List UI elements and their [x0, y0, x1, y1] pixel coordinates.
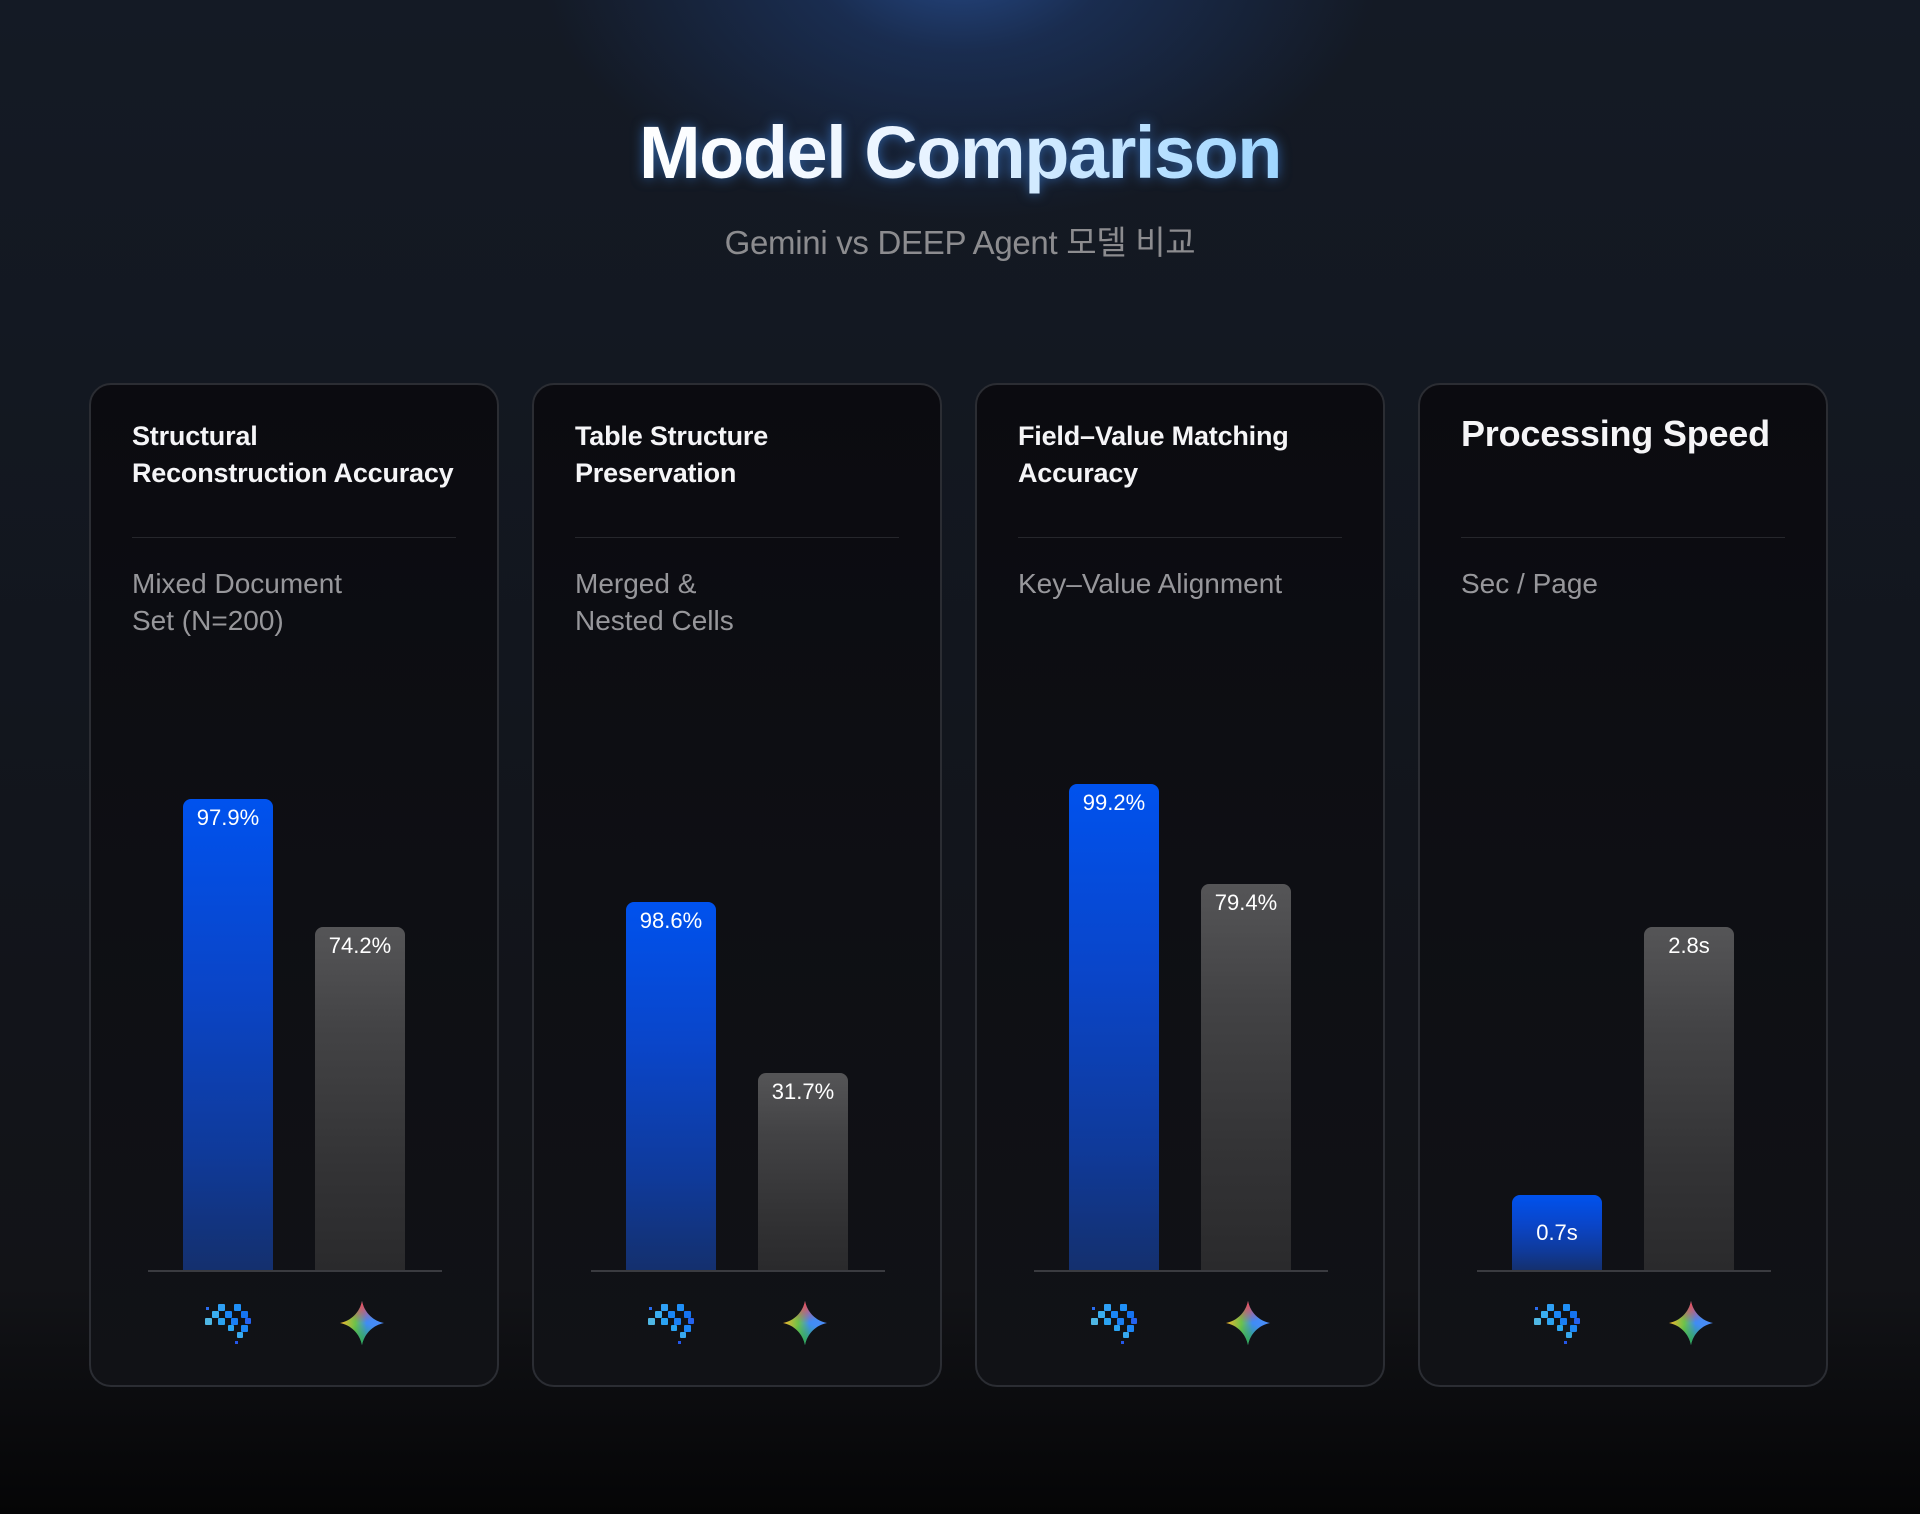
bar-value-label: 98.6%	[639, 908, 703, 933]
card-processing-speed: Processing Speed Sec / Page 0.7s 2.8s	[1418, 383, 1828, 1387]
deep-agent-pixel-logo-icon	[205, 1304, 251, 1344]
card-title-line: Processing Speed	[1461, 413, 1770, 454]
card-subtitle-line: Merged &	[575, 568, 697, 599]
card-title: Table Structure Preservation	[575, 418, 915, 492]
card-subtitle-line: Mixed Document	[132, 568, 343, 599]
gemini-sparkle-icon	[1226, 1301, 1270, 1345]
bar-deep-agent: 97.9%	[183, 799, 273, 1270]
chart-baseline	[1477, 1270, 1771, 1272]
card-title-line: Table Structure	[575, 421, 769, 451]
card-title-line: Reconstruction Accuracy	[132, 458, 454, 488]
card-title-line: Accuracy	[1018, 458, 1138, 488]
card-subtitle-line: Nested Cells	[575, 605, 734, 636]
bar-value-label: 74.2%	[328, 933, 392, 958]
card-subtitle: Mixed Document Set (N=200)	[132, 565, 452, 639]
card-divider	[575, 537, 899, 538]
card-title: Field–Value Matching Accuracy	[1018, 418, 1358, 492]
card-divider	[1461, 537, 1785, 538]
bar-gemini: 74.2%	[315, 927, 405, 1270]
card-divider	[132, 537, 456, 538]
page-title-text: Model Comparison	[638, 111, 1283, 194]
bar-value-label: 99.2%	[1082, 790, 1146, 815]
gemini-sparkle-icon	[1669, 1301, 1713, 1345]
card-divider	[1018, 537, 1342, 538]
deep-agent-pixel-logo-icon	[1091, 1304, 1137, 1344]
chart-baseline	[591, 1270, 885, 1272]
page-subtitle: Gemini vs DEEP Agent 모델 비교	[724, 224, 1196, 261]
bar-gemini: 31.7%	[758, 1073, 848, 1270]
bar-value-label: 79.4%	[1214, 890, 1278, 915]
gemini-sparkle-icon	[783, 1301, 827, 1345]
bar-value-label: 0.7s	[1536, 1219, 1578, 1245]
card-subtitle: Merged & Nested Cells	[575, 565, 895, 639]
card-title-line: Preservation	[575, 458, 737, 488]
chart-baseline	[1034, 1270, 1328, 1272]
chart-baseline	[148, 1270, 442, 1272]
bar-value-label: 97.9%	[196, 805, 260, 830]
card-title: Structural Reconstruction Accuracy	[132, 418, 472, 492]
card-title-line: Structural	[132, 421, 258, 451]
card-title-line: Field–Value Matching	[1018, 421, 1289, 451]
card-subtitle-line: Key–Value Alignment	[1018, 568, 1283, 599]
deep-agent-pixel-logo-icon	[1534, 1304, 1580, 1344]
bar-value-label: 2.8s	[1668, 933, 1710, 958]
card-subtitle-line: Set (N=200)	[132, 605, 284, 636]
deep-agent-pixel-logo-icon	[648, 1304, 694, 1344]
gemini-sparkle-icon	[340, 1301, 384, 1345]
bar-gemini: 79.4%	[1201, 884, 1291, 1270]
card-title: Processing Speed	[1461, 412, 1801, 456]
card-subtitle-line: Sec / Page	[1461, 568, 1598, 599]
bar-gemini: 2.8s	[1644, 927, 1734, 1270]
card-table-structure: Table Structure Preservation Merged & Ne…	[532, 383, 942, 1387]
card-field-value-matching: Field–Value Matching Accuracy Key–Value …	[975, 383, 1385, 1387]
bar-value-label: 31.7%	[771, 1079, 835, 1104]
bar-deep-agent: 98.6%	[626, 902, 716, 1270]
card-subtitle: Key–Value Alignment	[1018, 565, 1338, 602]
bar-deep-agent: 0.7s	[1512, 1195, 1602, 1270]
card-structural-reconstruction: Structural Reconstruction Accuracy Mixed…	[89, 383, 499, 1387]
card-subtitle: Sec / Page	[1461, 565, 1781, 602]
page-title: Model Comparison	[0, 108, 1920, 198]
bar-deep-agent: 99.2%	[1069, 784, 1159, 1270]
